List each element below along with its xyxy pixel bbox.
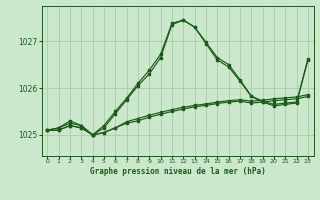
X-axis label: Graphe pression niveau de la mer (hPa): Graphe pression niveau de la mer (hPa): [90, 167, 266, 176]
